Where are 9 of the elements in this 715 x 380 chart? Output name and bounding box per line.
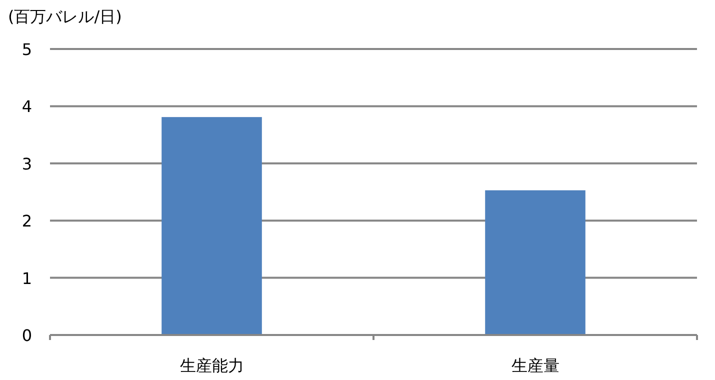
y-tick-label: 4 — [22, 97, 32, 116]
y-tick-label: 0 — [22, 326, 32, 345]
y-tick-label: 2 — [22, 212, 32, 231]
y-tick-label: 1 — [22, 268, 32, 288]
y-axis-title: (百万バレル/日) — [8, 7, 122, 26]
y-tick-label: 5 — [22, 40, 32, 59]
x-tick-label: 生産能力 — [180, 356, 244, 375]
x-tick-label: 生産量 — [511, 356, 560, 375]
y-tick-label: 3 — [22, 154, 32, 174]
